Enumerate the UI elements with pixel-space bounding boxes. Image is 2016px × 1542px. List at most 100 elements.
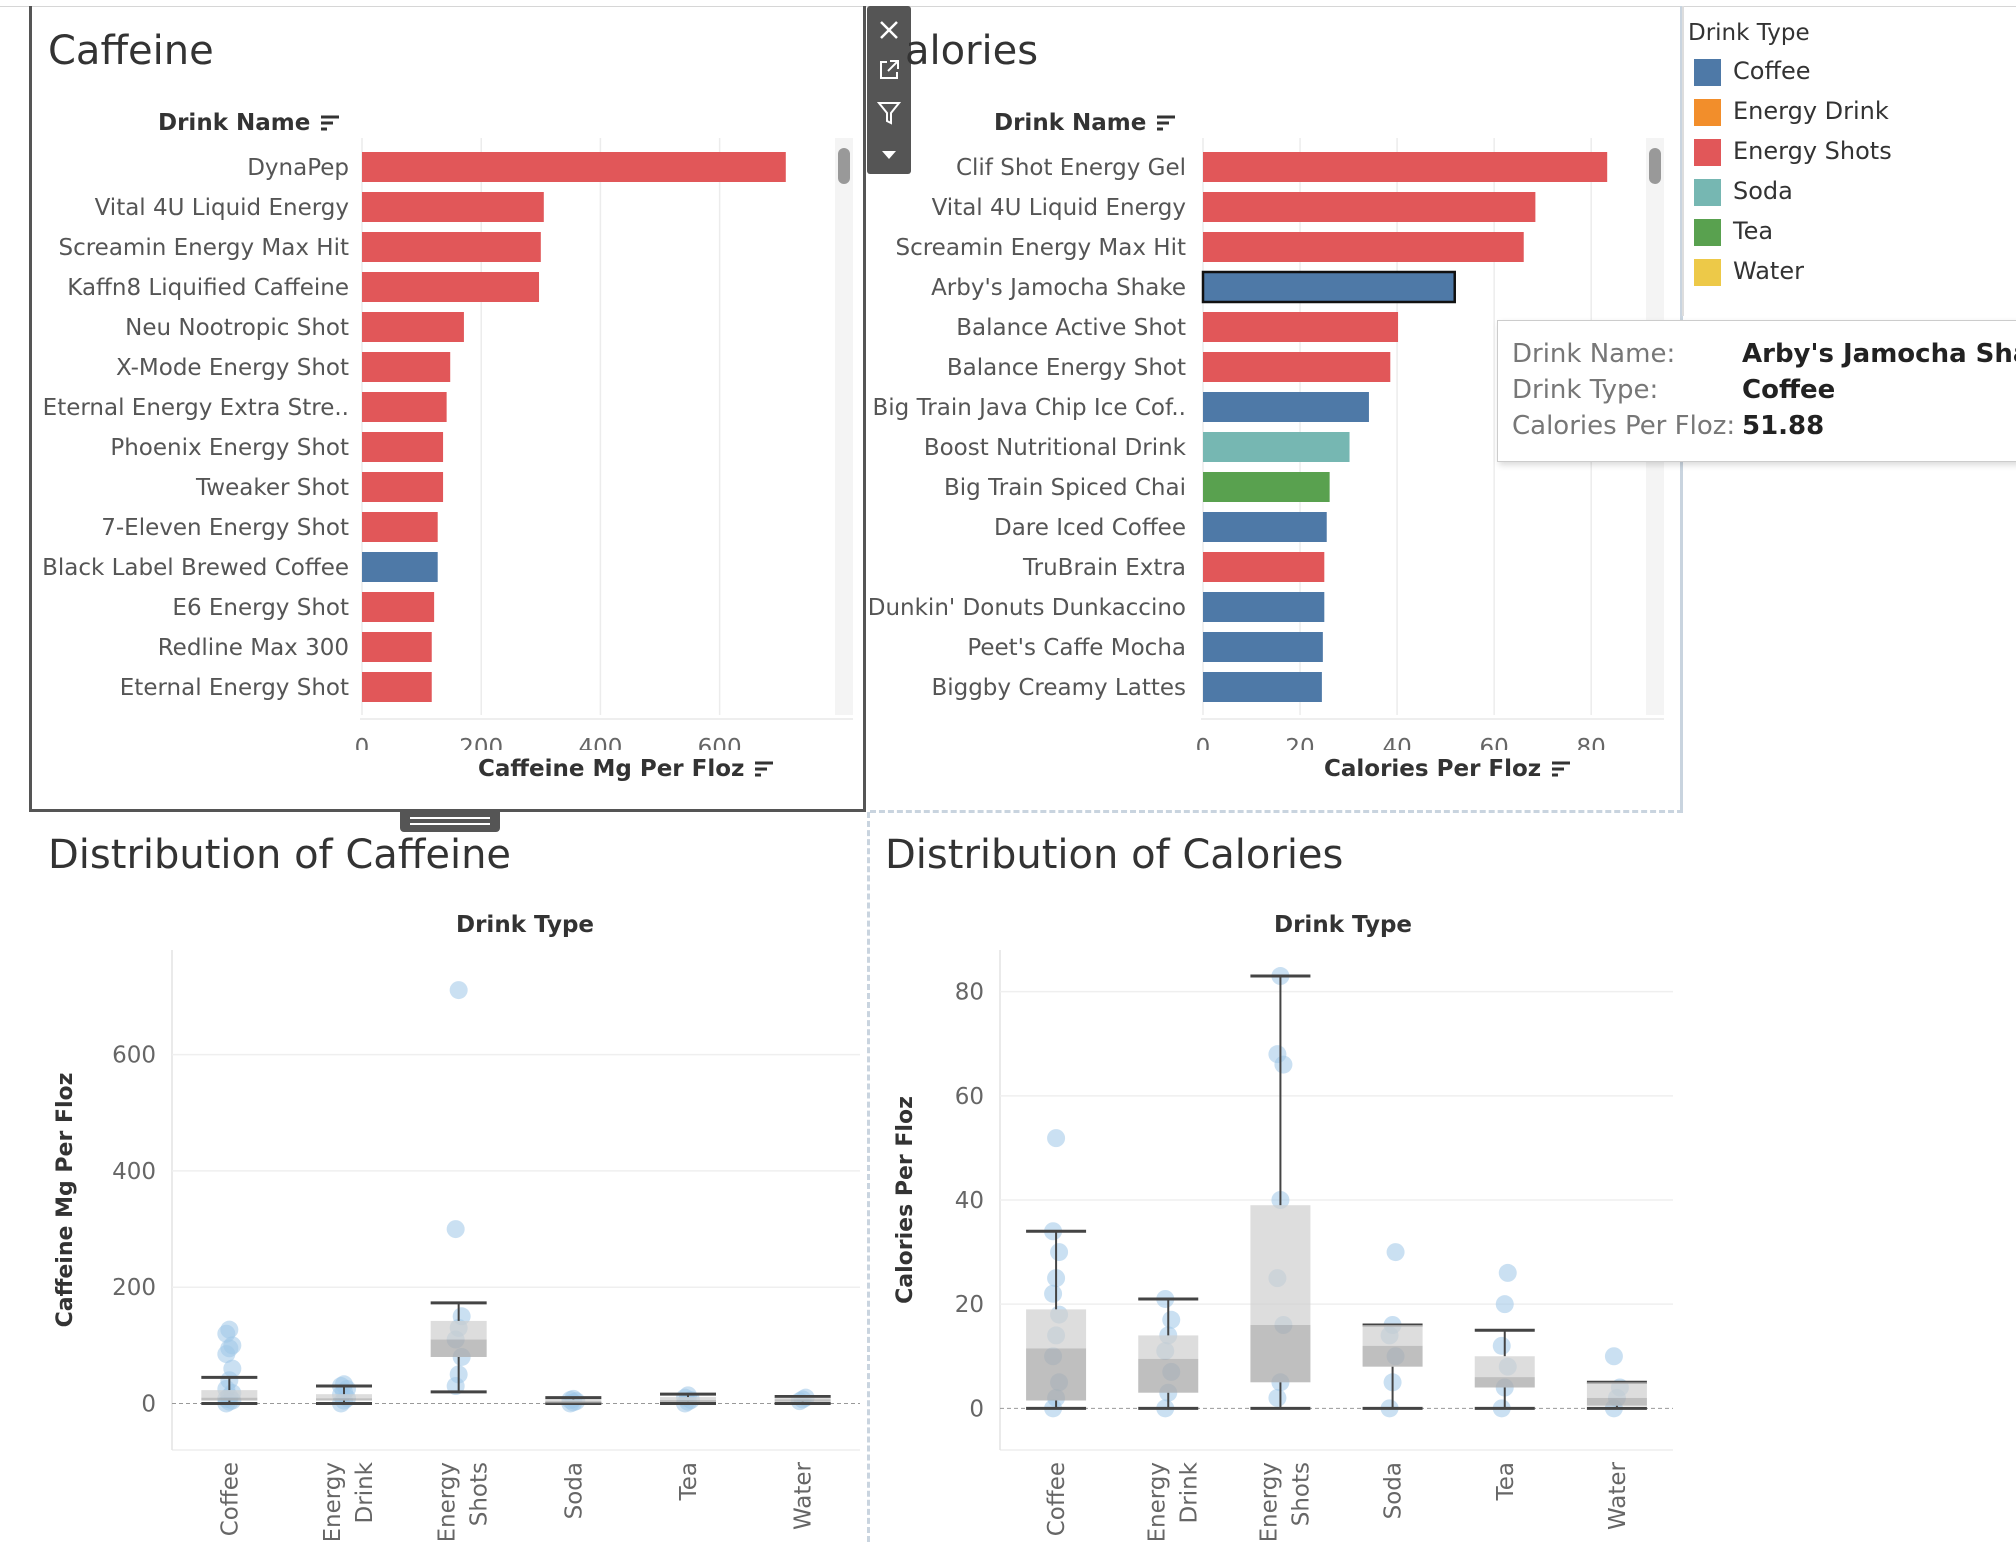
legend-divider <box>1682 6 1684 316</box>
close-icon[interactable] <box>877 18 901 42</box>
caffeine-axis-title-label: Caffeine Mg Per Floz <box>478 756 745 782</box>
bar <box>362 552 438 582</box>
caffeine-row-header[interactable]: Drink Name <box>158 110 340 136</box>
x-tick-label: 20 <box>1285 735 1314 750</box>
bar-label: Big Train Java Chip Ice Cof.. <box>873 395 1186 421</box>
calories-dist-title: Distribution of Calories <box>885 832 1344 878</box>
x-category-label: Tea <box>1493 1462 1519 1501</box>
scrollbar-track <box>835 138 853 715</box>
box-upper <box>430 1320 487 1340</box>
legend-label: Soda <box>1733 177 1793 205</box>
x-category-label: Coffee <box>1044 1462 1070 1536</box>
legend-swatch <box>1694 98 1721 126</box>
legend-item[interactable]: Tea <box>1694 217 1773 246</box>
y-tick-label: 80 <box>955 980 984 1006</box>
legend-item[interactable]: Energy Drink <box>1694 97 1889 126</box>
box-lower <box>660 1400 716 1402</box>
calories-axis-title-label: Calories Per Floz <box>1324 756 1542 782</box>
calories-panel-frame-bottom <box>870 810 1683 813</box>
bar-label: Vital 4U Liquid Energy <box>95 195 349 221</box>
legend-label: Energy Drink <box>1733 97 1889 125</box>
x-category-label: Coffee <box>217 1462 243 1536</box>
legend-item[interactable]: Energy Shots <box>1694 137 1892 166</box>
legend-swatch <box>1694 58 1721 86</box>
data-point <box>1498 1263 1517 1282</box>
bar <box>1203 352 1391 382</box>
box-upper <box>201 1390 258 1398</box>
top-border-line <box>0 6 2016 7</box>
calories-row-header-label: Drink Name <box>994 110 1147 136</box>
box-upper <box>774 1397 831 1400</box>
x-category-word: Coffee <box>217 1462 243 1536</box>
sort-icon[interactable] <box>1156 114 1176 134</box>
caffeine-axis-title[interactable]: Caffeine Mg Per Floz <box>478 756 774 782</box>
bar-label: Screamin Energy Max Hit <box>895 235 1186 261</box>
external-link-icon[interactable] <box>877 58 901 82</box>
legend-label: Tea <box>1733 217 1774 245</box>
calories-row-header[interactable]: Drink Name <box>994 110 1176 136</box>
caffeine-row-header-label: Drink Name <box>158 110 311 136</box>
resize-handle[interactable] <box>400 810 500 832</box>
bar-label: TruBrain Extra <box>1022 555 1186 581</box>
bar-label: 7-Eleven Energy Shot <box>101 515 349 541</box>
box-lower <box>545 1401 602 1404</box>
x-category-word: Tea <box>1493 1462 1519 1501</box>
legend-item[interactable]: Coffee <box>1694 57 1811 86</box>
legend-label: Coffee <box>1733 57 1811 85</box>
box-upper <box>1362 1325 1423 1346</box>
bar <box>362 472 444 502</box>
y-tick-label: 600 <box>112 1043 156 1069</box>
box-upper <box>1474 1356 1535 1378</box>
data-point <box>220 1320 239 1339</box>
bar <box>1203 312 1399 342</box>
x-category-word: Tea <box>676 1462 702 1501</box>
bar <box>362 352 451 382</box>
y-tick-label: 400 <box>112 1159 156 1185</box>
tooltip-calories-value: 51.88 <box>1742 411 1825 441</box>
bar <box>362 432 444 462</box>
x-category-label: Energy Drink <box>1144 1461 1202 1540</box>
bar-label: Dunkin' Donuts Dunkaccino <box>870 595 1186 621</box>
bar-label: Big Train Spiced Chai <box>944 475 1186 501</box>
sort-icon[interactable] <box>320 114 340 134</box>
x-category-word: Energy <box>1144 1462 1170 1540</box>
x-category-label: Water <box>791 1461 817 1530</box>
legend-swatch <box>1694 138 1721 166</box>
data-point <box>335 1375 353 1394</box>
bar <box>1203 232 1524 262</box>
box-upper <box>545 1399 602 1402</box>
box-lower <box>1586 1397 1647 1406</box>
x-tick-label: 0 <box>355 735 370 750</box>
data-point <box>1050 1243 1069 1262</box>
x-category-label: Energy Drink <box>320 1461 378 1540</box>
bar <box>1203 672 1322 702</box>
box-lower <box>430 1339 487 1357</box>
legend-label: Water <box>1733 257 1804 285</box>
panel-divider-vertical <box>867 812 870 1542</box>
sort-icon[interactable] <box>1551 760 1571 780</box>
legend-item[interactable]: Soda <box>1694 177 1793 206</box>
data-point <box>1492 1336 1511 1355</box>
box-lower <box>316 1398 372 1401</box>
legend-item[interactable]: Water <box>1694 257 1804 286</box>
chevron-down-icon[interactable] <box>879 148 899 162</box>
calories-axis-title[interactable]: Calories Per Floz <box>1324 756 1571 782</box>
bar-label: Vital 4U Liquid Energy <box>932 195 1186 221</box>
sort-icon[interactable] <box>754 760 774 780</box>
data-point <box>1268 1388 1287 1407</box>
box-upper <box>1026 1309 1087 1349</box>
caffeine-box-plot: 0 200 400 600 Caffeine Mg Per Floz Coffee Ener… <box>53 950 860 1540</box>
filter-icon[interactable] <box>877 100 901 126</box>
bar-label: Eternal Energy Shot <box>120 675 349 701</box>
y-axis-title: Caffeine Mg Per Floz <box>53 1073 78 1328</box>
data-point <box>1044 1284 1063 1303</box>
caffeine-dist-col-header: Drink Type <box>456 912 595 938</box>
bar <box>1203 192 1536 222</box>
x-category-word: Shots <box>1288 1462 1314 1526</box>
bar-label: X-Mode Energy Shot <box>116 355 349 381</box>
scrollbar-thumb <box>1649 148 1661 184</box>
x-category-label: Tea <box>676 1462 702 1501</box>
bar <box>362 592 435 622</box>
x-tick-label: 40 <box>1382 735 1411 750</box>
tooltip-drink-type-value: Coffee <box>1742 375 1836 405</box>
